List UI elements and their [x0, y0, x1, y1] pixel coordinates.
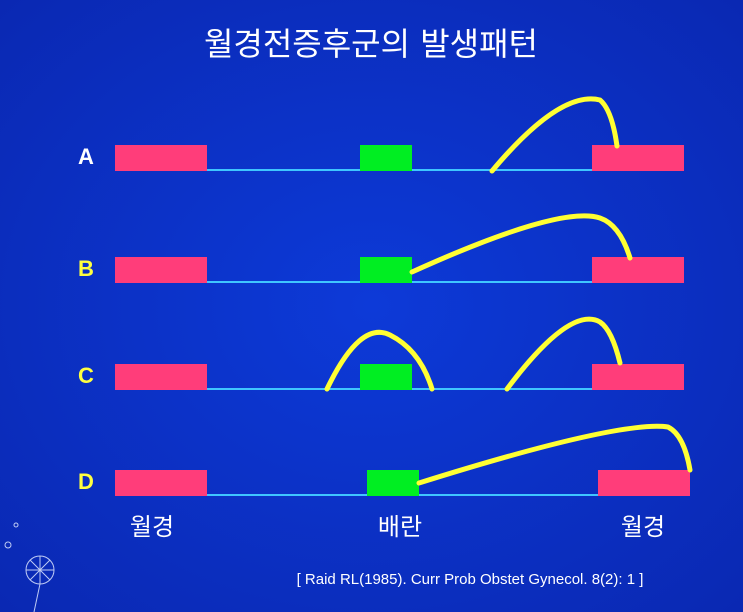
phase-label: 월경: [130, 513, 174, 541]
menses-block: [115, 257, 207, 283]
symptom-curve: [416, 423, 693, 486]
menses-block: [115, 364, 207, 390]
symptom-curve: [489, 96, 620, 174]
menses-block: [592, 145, 684, 171]
ovulation-block: [360, 257, 412, 283]
menses-block: [598, 470, 690, 496]
row-label: C: [78, 363, 94, 388]
symptom-curve: [409, 213, 633, 275]
row-label: B: [78, 256, 94, 281]
citation: [ Raid RL(1985). Curr Prob Obstet Gyneco…: [297, 571, 644, 588]
menses-block: [115, 145, 207, 171]
symptom-curve: [504, 316, 623, 392]
phase-label: 배란: [378, 513, 422, 541]
symptom-curve: [324, 329, 435, 392]
menses-block: [592, 257, 684, 283]
menses-block: [592, 364, 684, 390]
ovulation-block: [360, 364, 412, 390]
ovulation-block: [367, 470, 419, 496]
menses-block: [115, 470, 207, 496]
row-label: D: [78, 469, 94, 494]
phase-label: 월경: [621, 513, 665, 541]
dandelion: [4, 522, 55, 612]
row-label: A: [78, 144, 94, 169]
ovulation-block: [360, 145, 412, 171]
title: 월경전증후군의 발생패턴: [204, 25, 538, 63]
